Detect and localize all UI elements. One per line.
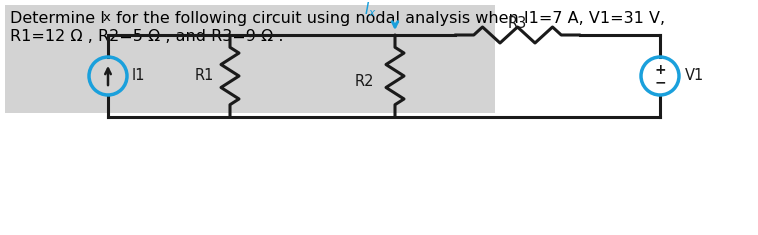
Text: V1: V1 [685,68,704,83]
Text: R3: R3 [508,16,527,31]
Text: $I_x$: $I_x$ [364,0,377,19]
Text: R1: R1 [195,68,215,83]
Text: Determine I: Determine I [10,11,105,26]
Text: −: − [654,75,666,89]
Text: x: x [103,11,111,24]
Text: for the following circuit using nodal analysis when I1=7 A, V1=31 V,: for the following circuit using nodal an… [111,11,665,26]
Text: +: + [654,63,666,77]
Text: R1=12 Ω , R2=5 Ω , and R3=9 Ω .: R1=12 Ω , R2=5 Ω , and R3=9 Ω . [10,29,283,44]
FancyBboxPatch shape [5,5,495,113]
Text: R2: R2 [355,74,374,89]
Text: I1: I1 [132,68,146,83]
